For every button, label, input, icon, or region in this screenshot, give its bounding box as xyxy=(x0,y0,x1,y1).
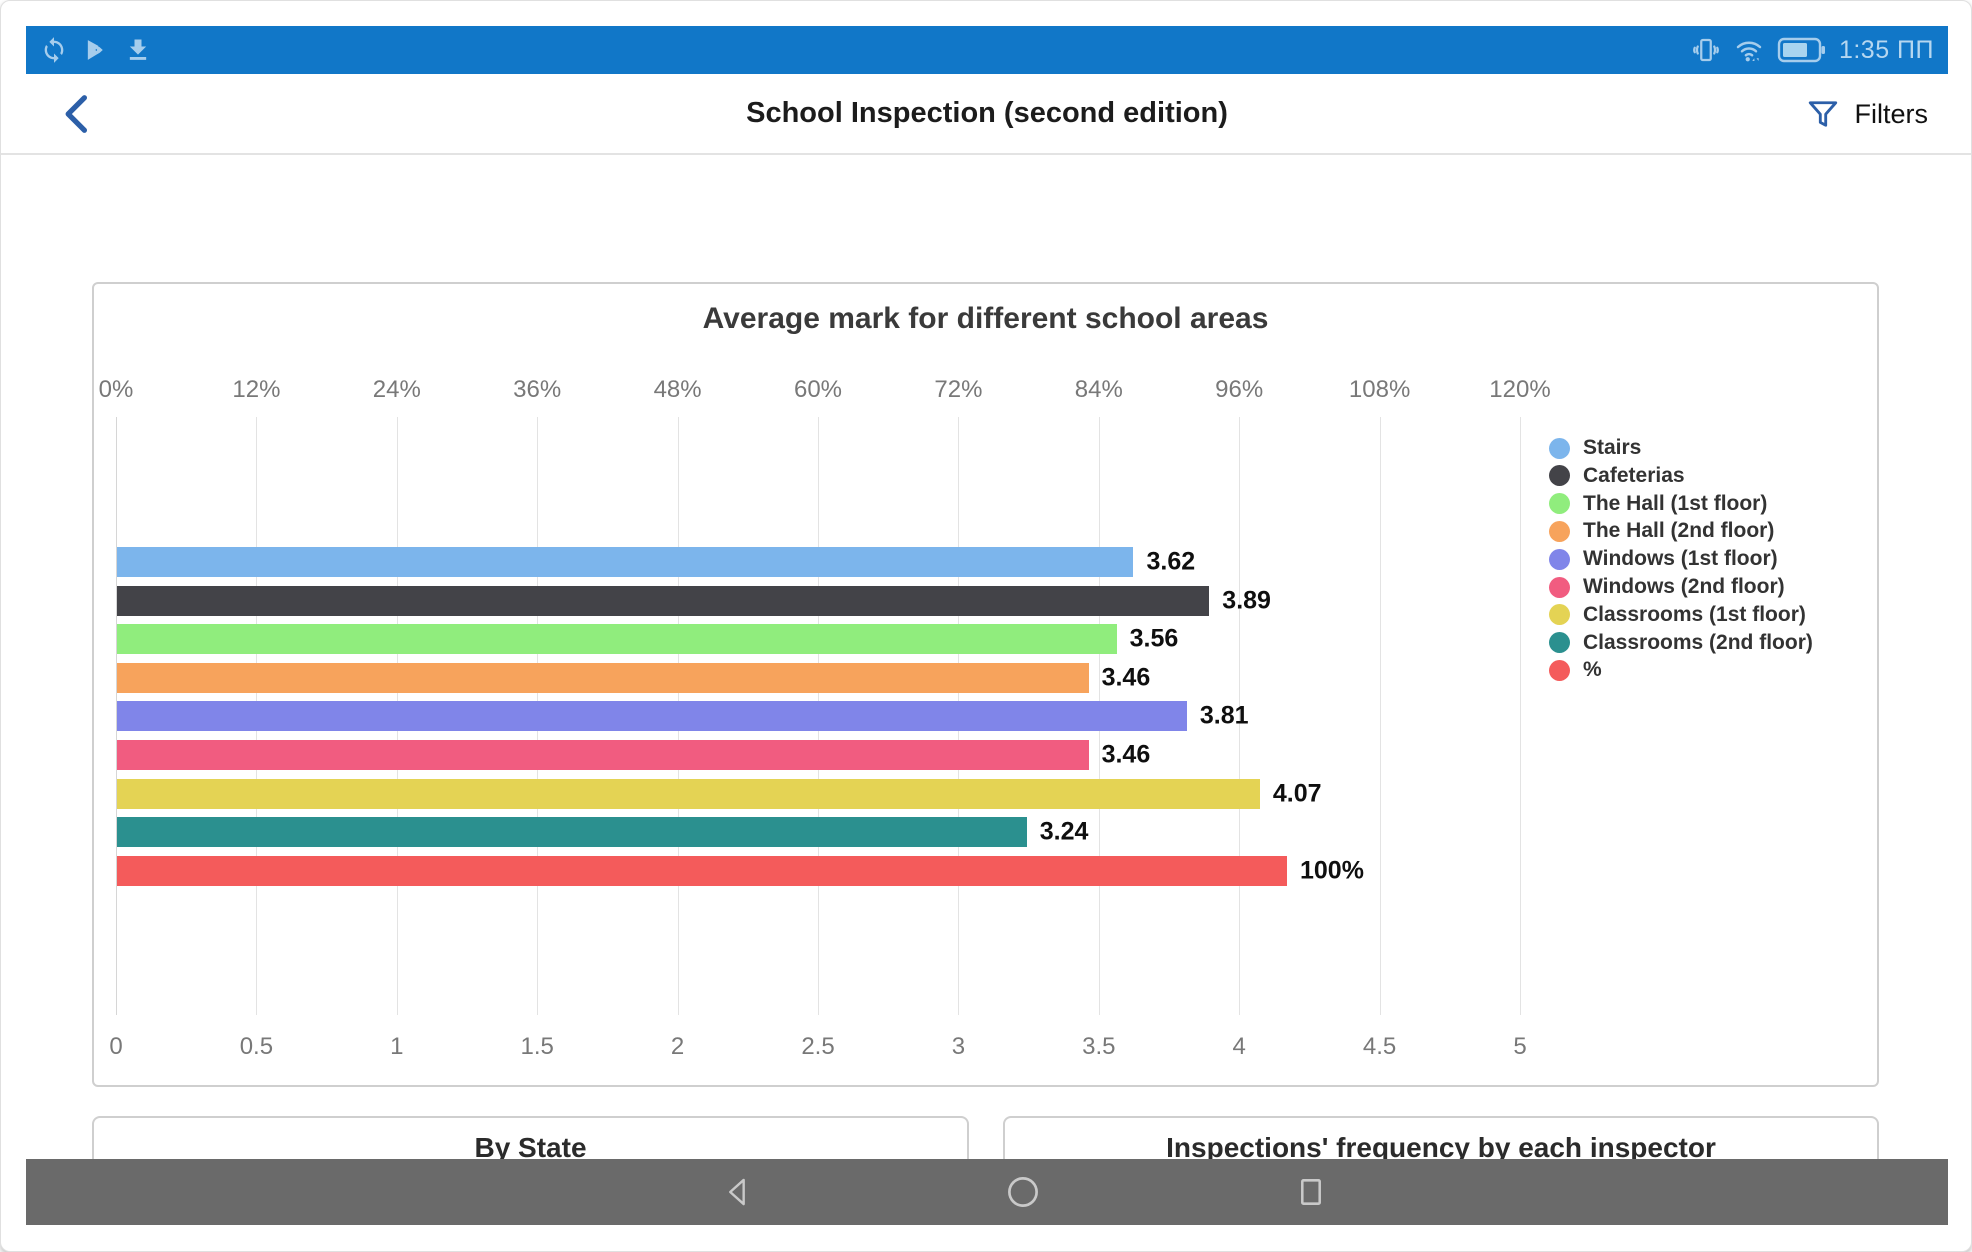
gridline xyxy=(1239,417,1241,1015)
legend-item[interactable]: Windows (1st floor) xyxy=(1549,547,1778,571)
nav-home-icon xyxy=(1008,1177,1038,1207)
bottom-axis-tick-label: 3 xyxy=(951,1033,966,1060)
chevron-left-icon xyxy=(65,95,88,133)
top-axis-tick-label: 0% xyxy=(98,376,134,403)
top-axis-tick-label: 24% xyxy=(372,376,421,403)
gridline xyxy=(1520,417,1521,1015)
legend-item[interactable]: Stairs xyxy=(1549,436,1641,460)
top-axis-tick-label: 108% xyxy=(1348,376,1411,403)
legend-item[interactable]: The Hall (1st floor) xyxy=(1549,492,1767,516)
top-axis-tick-label: 60% xyxy=(793,376,843,403)
app-header: School Inspection (second edition) Filte… xyxy=(1,74,1971,155)
bottom-axis-tick-label: 1 xyxy=(390,1033,404,1060)
legend-swatch-icon xyxy=(1549,548,1570,570)
bar-value-label: 3.56 xyxy=(1129,624,1179,653)
legend-item[interactable]: Cafeterias xyxy=(1549,464,1685,488)
legend-swatch-icon xyxy=(1549,632,1570,654)
top-axis-tick-label: 36% xyxy=(513,376,562,403)
legend-swatch-icon xyxy=(1549,493,1570,515)
bar-classrooms-1st-floor[interactable] xyxy=(117,778,1260,809)
bar-the-hall-1st-floor[interactable] xyxy=(117,624,1117,655)
legend-label: Cafeterias xyxy=(1583,463,1685,487)
legend-swatch-icon xyxy=(1549,520,1570,542)
by-state-title: By State xyxy=(474,1132,587,1163)
legend-label: % xyxy=(1583,658,1602,682)
bar-value-label: 100% xyxy=(1300,856,1364,885)
top-axis-tick-label: 120% xyxy=(1489,376,1551,403)
bar-value-label: 3.89 xyxy=(1222,586,1271,615)
legend-label: Windows (2nd floor) xyxy=(1583,575,1785,598)
legend-swatch-icon xyxy=(1549,465,1570,487)
bar-value-label: 3.46 xyxy=(1101,740,1151,769)
legend-item[interactable]: Classrooms (2nd floor) xyxy=(1549,631,1813,655)
legend-label: Windows (1st floor) xyxy=(1583,547,1778,571)
bar-stairs[interactable] xyxy=(117,547,1134,577)
bar-windows-1st-floor[interactable] xyxy=(117,701,1187,732)
sync-icon xyxy=(40,36,68,64)
notification-icons xyxy=(40,36,152,64)
chart-card-average-mark: Average mark for different school areas … xyxy=(92,282,1879,1087)
wifi-icon xyxy=(1733,35,1765,65)
status-bar: 1:35 ПП xyxy=(26,26,1948,74)
bar-value-label: 3.24 xyxy=(1039,817,1089,846)
top-axis-tick-label: 48% xyxy=(653,376,702,403)
legend-swatch-icon xyxy=(1549,604,1570,626)
nav-back-button[interactable] xyxy=(716,1172,760,1212)
legend-swatch-icon xyxy=(1549,659,1570,681)
bar-windows-2nd-floor[interactable] xyxy=(117,740,1089,770)
vibrate-icon xyxy=(1691,35,1721,65)
nav-recents-button[interactable] xyxy=(1289,1172,1333,1212)
bottom-axis-tick-label: 2 xyxy=(670,1033,685,1060)
clock-text: 1:35 ПП xyxy=(1838,35,1934,64)
top-axis-tick-label: 12% xyxy=(232,376,281,403)
top-axis-tick-label: 96% xyxy=(1215,376,1264,403)
inspectors-frequency-title: Inspections' frequency by each inspector xyxy=(1166,1132,1716,1163)
bottom-axis-tick-label: 4 xyxy=(1232,1033,1246,1060)
bottom-axis-tick-label: 0 xyxy=(109,1033,123,1060)
android-nav-bar xyxy=(26,1159,1948,1225)
legend-label: The Hall (1st floor) xyxy=(1583,491,1768,515)
filters-label: Filters xyxy=(1854,98,1929,129)
back-button[interactable] xyxy=(53,88,105,140)
legend-label: Stairs xyxy=(1583,436,1642,459)
legend-item[interactable]: The Hall (2nd floor) xyxy=(1549,519,1774,543)
battery-icon xyxy=(1777,36,1827,64)
chart-title: Average mark for different school areas xyxy=(702,302,1269,335)
bar-[interactable] xyxy=(117,855,1287,886)
top-axis-tick-label: 72% xyxy=(934,376,983,403)
legend-item[interactable]: % xyxy=(1549,658,1602,682)
bottom-axis-tick-label: 2.5 xyxy=(801,1033,835,1060)
bar-value-label: 4.07 xyxy=(1272,779,1322,808)
bottom-axis-tick-label: 5 xyxy=(1513,1033,1527,1060)
legend-item[interactable]: Windows (2nd floor) xyxy=(1549,575,1785,599)
bar-value-label: 3.81 xyxy=(1199,701,1249,730)
filter-funnel-icon xyxy=(1805,96,1841,132)
nav-home-button[interactable] xyxy=(1001,1172,1045,1212)
legend-swatch-icon xyxy=(1549,576,1570,598)
legend-label: The Hall (2nd floor) xyxy=(1583,519,1775,543)
bar-value-label: 3.62 xyxy=(1146,547,1196,576)
legend-label: Classrooms (2nd floor) xyxy=(1583,630,1813,654)
bottom-axis-tick-label: 4.5 xyxy=(1362,1033,1397,1060)
filters-button[interactable]: Filters xyxy=(1805,88,1929,140)
bar-the-hall-2nd-floor[interactable] xyxy=(117,662,1089,693)
nav-recents-icon xyxy=(1301,1179,1321,1205)
legend-swatch-icon xyxy=(1549,437,1570,459)
bottom-axis-tick-label: 3.5 xyxy=(1082,1033,1116,1060)
nav-back-icon xyxy=(729,1178,745,1206)
bottom-axis-tick-label: 0.5 xyxy=(239,1033,274,1060)
bottom-axis-tick-label: 1.5 xyxy=(520,1033,554,1060)
page-title: School Inspection (second edition) xyxy=(746,97,1228,129)
bar-classrooms-2nd-floor[interactable] xyxy=(117,817,1027,848)
gridline xyxy=(1379,417,1381,1015)
play-store-icon xyxy=(82,36,110,64)
top-axis-tick-label: 84% xyxy=(1074,376,1123,403)
gridline xyxy=(116,417,117,1015)
legend-item[interactable]: Classrooms (1st floor) xyxy=(1549,603,1806,627)
bar-value-label: 3.46 xyxy=(1101,663,1151,692)
download-icon xyxy=(124,36,152,64)
bar-cafeterias[interactable] xyxy=(117,585,1210,616)
legend-label: Classrooms (1st floor) xyxy=(1583,602,1806,626)
